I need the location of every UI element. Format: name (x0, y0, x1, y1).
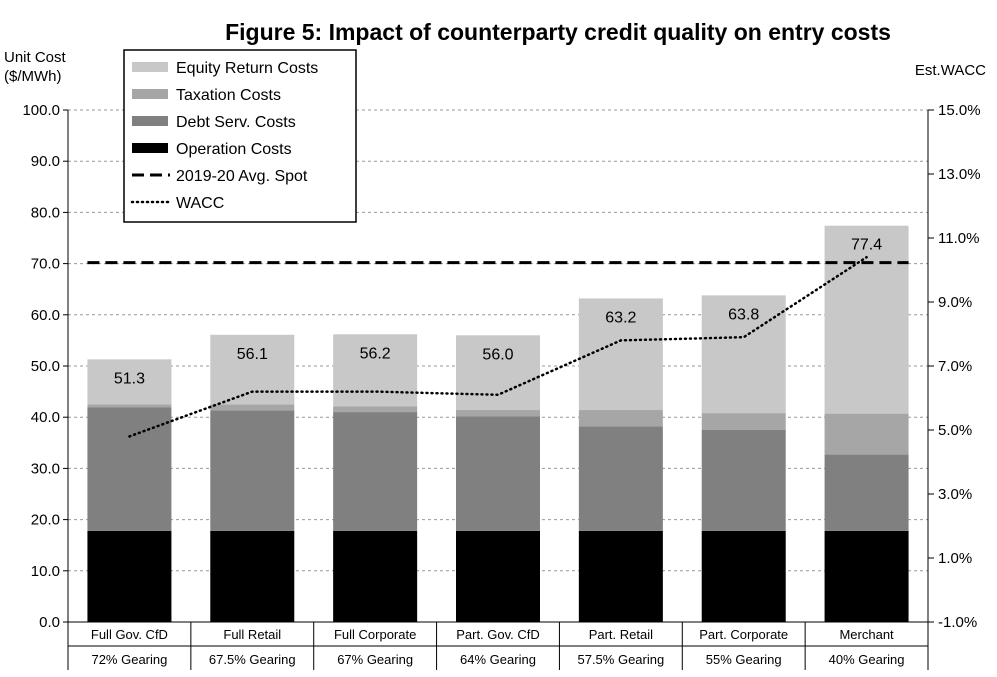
category-label: Full Corporate (334, 627, 416, 642)
y-tick-label: 100.0 (22, 102, 60, 119)
legend-swatch (132, 62, 168, 72)
bar-segment (456, 410, 540, 417)
bar-segment (333, 412, 418, 531)
chart-title: Figure 5: Impact of counterparty credit … (225, 19, 891, 45)
bar-segment (824, 530, 909, 622)
legend-label: Taxation Costs (176, 87, 281, 104)
wacc-line (128, 255, 868, 438)
overlay-lines (87, 255, 909, 438)
bar-segment (701, 295, 786, 414)
bar-total-label: 56.1 (237, 346, 268, 363)
bar-segment (578, 410, 663, 427)
category-label: Full Retail (223, 627, 281, 642)
bar-segment (456, 335, 540, 411)
bar-segment (701, 530, 786, 622)
y-tick-label: 50.0 (31, 358, 60, 375)
y2-tick-label: 9.0% (938, 294, 972, 311)
axes: 0.0 10.0 20.0 30.0 40.0 50.0 60.0 70.0 80.0 90.0 1… (22, 102, 981, 670)
bar-segment (333, 406, 418, 413)
bar-total-label: 56.2 (360, 345, 391, 362)
bar-total-label: 51.3 (114, 370, 145, 387)
y2-tick-label: 15.0% (938, 102, 981, 119)
y-tick-label: 20.0 (31, 512, 60, 529)
bar-total-label: 63.8 (728, 306, 759, 323)
category-gearing-label: 67% Gearing (337, 652, 413, 667)
y-tick-label: 30.0 (31, 460, 60, 477)
category-gearing-label: 55% Gearing (706, 652, 782, 667)
bar-segment (87, 407, 172, 531)
bar-segment (87, 530, 172, 622)
bar-segment (701, 413, 786, 430)
y2-tick-label: 5.0% (938, 422, 972, 439)
y2-tick-label: 1.0% (938, 550, 972, 567)
y-tick-label: 80.0 (31, 204, 60, 221)
category-gearing-label: 67.5% Gearing (209, 652, 296, 667)
legend-label: Debt Serv. Costs (176, 114, 296, 131)
category-gearing-label: 72% Gearing (91, 652, 167, 667)
bars (87, 225, 909, 622)
bar-segment (87, 359, 172, 405)
y2-tick-label: -1.0% (938, 614, 977, 631)
y-tick-label: 90.0 (31, 153, 60, 170)
legend-swatch (132, 89, 168, 99)
y-axis-label-line1: Unit Cost (4, 49, 67, 66)
legend-label: Equity Return Costs (176, 60, 318, 77)
legend: Equity Return Costs Taxation Costs Debt Se… (123, 49, 357, 223)
y-tick-label: 70.0 (31, 256, 60, 273)
bar-segment (824, 225, 909, 414)
y-tick-label: 60.0 (31, 307, 60, 324)
legend-label: WACC (176, 195, 224, 212)
bar-segment (578, 530, 663, 622)
category-label: Part. Retail (589, 627, 653, 642)
data-labels: 51.3 56.1 56.2 56.0 63.2 63.8 77.4 (114, 237, 882, 388)
bar-segment (456, 530, 540, 622)
y2-tick-label: 3.0% (938, 486, 972, 503)
bar-segment (701, 430, 786, 531)
bar-segment (333, 334, 418, 407)
bar-total-label: 77.4 (851, 237, 882, 254)
y-tick-label: 10.0 (31, 563, 60, 580)
category-label: Part. Corporate (699, 627, 788, 642)
y-tick-label: 0.0 (39, 614, 60, 631)
bar-segment (456, 416, 540, 531)
bar-segment (333, 530, 418, 622)
legend-swatch (132, 143, 168, 153)
bar-segment (87, 404, 172, 408)
category-label: Full Gov. CfD (91, 627, 168, 642)
category-gearing-label: 40% Gearing (829, 652, 905, 667)
bar-segment (824, 413, 909, 455)
bar-segment (578, 298, 663, 411)
bar-total-label: 56.0 (482, 346, 513, 363)
bar-total-label: 63.2 (605, 309, 636, 326)
category-gearing-label: 64% Gearing (460, 652, 536, 667)
category-label: Merchant (839, 627, 894, 642)
y2-tick-label: 11.0% (938, 230, 979, 247)
legend-swatch (132, 116, 168, 126)
bar-segment (210, 410, 295, 531)
y-axis-label-line2: ($/MWh) (4, 68, 62, 85)
y2-tick-label: 7.0% (938, 358, 972, 375)
y-tick-label: 40.0 (31, 409, 60, 426)
bar-segment (210, 530, 295, 622)
legend-box (123, 49, 357, 223)
category-label: Part. Gov. CfD (456, 627, 540, 642)
category-gearing-label: 57.5% Gearing (577, 652, 664, 667)
legend-label: Operation Costs (176, 141, 292, 158)
bar-segment (824, 454, 909, 531)
y2-axis-label: Est.WACC (915, 62, 986, 79)
y2-tick-label: 13.0% (938, 166, 981, 183)
bar-segment (210, 404, 295, 411)
legend-label: 2019-20 Avg. Spot (176, 168, 308, 185)
bar-segment (578, 426, 663, 531)
